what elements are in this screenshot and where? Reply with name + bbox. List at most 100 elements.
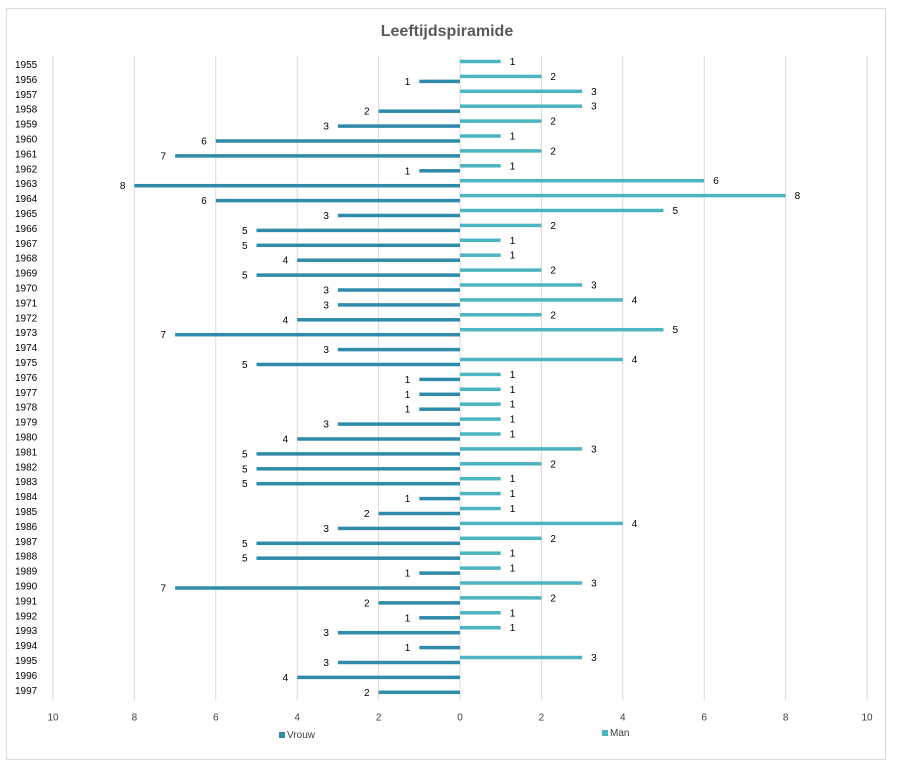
bar-man xyxy=(460,462,542,466)
data-label-vrouw: 1 xyxy=(405,569,411,580)
x-tick-label: 4 xyxy=(620,712,626,723)
bar-man xyxy=(460,89,583,94)
bar-vrouw xyxy=(297,318,460,322)
bar-vrouw xyxy=(297,258,460,262)
data-label-man: 1 xyxy=(510,564,516,575)
y-tick-label: 1988 xyxy=(15,552,38,563)
data-label-man: 1 xyxy=(510,504,516,515)
y-tick-label: 1960 xyxy=(15,135,38,146)
bar-man xyxy=(460,238,501,243)
bar-vrouw xyxy=(215,139,460,143)
bar-man xyxy=(460,625,501,630)
bar-man xyxy=(460,491,501,496)
data-label-man: 2 xyxy=(550,266,556,277)
data-label-vrouw: 5 xyxy=(242,554,248,565)
y-tick-label: 1979 xyxy=(15,418,38,429)
data-label-man: 3 xyxy=(591,579,597,590)
bar-vrouw xyxy=(256,541,460,546)
bar-vrouw xyxy=(337,422,460,426)
x-tick-label: 8 xyxy=(783,712,789,723)
data-label-vrouw: 5 xyxy=(242,479,248,490)
y-tick-label: 1993 xyxy=(15,626,38,637)
data-labels: 1 2 3 6 7 1 8 6 3 5 5 4 5 3 3 4 7 3 5 1 1 1 3 4 5 5 5 1 2 3 5 5 1 7 2 1 3 1 3 4… xyxy=(120,57,801,699)
data-label-man: 1 xyxy=(510,489,516,500)
y-tick-label: 1959 xyxy=(15,120,38,131)
bar-man xyxy=(460,402,501,406)
y-tick-label: 1962 xyxy=(15,164,38,175)
data-label-vrouw: 5 xyxy=(242,226,248,237)
x-tick-label: 8 xyxy=(132,712,138,723)
data-label-vrouw: 5 xyxy=(242,539,248,550)
y-tick-label: 1990 xyxy=(15,582,38,593)
bar-man xyxy=(460,551,501,555)
y-tick-label: 1983 xyxy=(15,477,38,488)
bar-vrouw xyxy=(175,586,460,590)
y-tick-label: 1975 xyxy=(15,358,38,369)
data-label-man: 3 xyxy=(591,653,597,664)
data-label-man: 1 xyxy=(510,474,516,485)
data-label-man: 1 xyxy=(510,608,516,619)
data-label-man: 3 xyxy=(591,87,597,98)
bar-man xyxy=(460,253,501,257)
y-tick-label: 1994 xyxy=(15,641,38,652)
data-label-vrouw: 2 xyxy=(364,509,370,520)
data-label-vrouw: 3 xyxy=(323,420,329,431)
data-label-man: 2 xyxy=(550,534,556,545)
data-label-man: 6 xyxy=(713,176,719,187)
y-tick-label: 1964 xyxy=(15,194,38,205)
bar-vrouw xyxy=(297,437,460,441)
data-label-man: 5 xyxy=(673,325,679,336)
data-label-vrouw: 4 xyxy=(283,435,289,446)
data-label-man: 1 xyxy=(510,415,516,426)
bar-man xyxy=(460,208,664,213)
y-tick-label: 1977 xyxy=(15,388,38,399)
data-label-man: 1 xyxy=(510,385,516,396)
y-tick-label: 1989 xyxy=(15,567,38,578)
y-tick-label: 1969 xyxy=(15,269,38,280)
data-label-man: 1 xyxy=(510,400,516,411)
x-tick-label: 6 xyxy=(701,712,707,723)
data-label-vrouw: 1 xyxy=(405,643,411,654)
data-label-vrouw: 2 xyxy=(364,107,370,118)
data-label-man: 3 xyxy=(591,444,597,455)
data-label-man: 1 xyxy=(510,161,516,172)
data-label-man: 3 xyxy=(591,102,597,113)
y-tick-label: 1978 xyxy=(15,403,38,414)
y-tick-label: 1997 xyxy=(15,686,38,697)
data-label-vrouw: 3 xyxy=(323,300,329,311)
bar-man xyxy=(460,357,623,362)
data-label-man: 2 xyxy=(550,310,556,321)
age-pyramid-chart: Leeftijdspiramide 1236718635545334735111… xyxy=(15,23,873,741)
y-tick-label: 1982 xyxy=(15,462,38,473)
data-label-vrouw: 3 xyxy=(323,628,329,639)
bar-vrouw xyxy=(337,630,460,635)
bar-man xyxy=(460,387,501,392)
data-label-vrouw: 1 xyxy=(405,405,411,416)
x-tick-label: 0 xyxy=(457,712,463,723)
bar-vrouw xyxy=(256,362,460,367)
y-tick-label: 1967 xyxy=(15,239,38,250)
y-tick-label: 1970 xyxy=(15,284,38,295)
data-label-man: 2 xyxy=(550,117,556,128)
bar-man xyxy=(460,298,623,302)
bar-man xyxy=(460,506,501,511)
bar-vrouw xyxy=(378,511,460,516)
bar-man xyxy=(460,104,583,108)
y-tick-label: 1974 xyxy=(15,343,38,354)
legend-label-vrouw: Vrouw xyxy=(287,730,316,741)
y-axis: 1955 1956 1957 1958 1959 1960 1961 1962 1963 1964… xyxy=(15,60,38,697)
data-label-man: 1 xyxy=(510,549,516,560)
bar-man xyxy=(460,59,501,64)
y-tick-label: 1995 xyxy=(15,656,38,667)
data-label-man: 4 xyxy=(632,519,638,530)
y-tick-label: 1966 xyxy=(15,224,38,235)
bar-vrouw xyxy=(419,571,460,575)
y-tick-label: 1981 xyxy=(15,447,38,458)
chart-title: Leeftijdspiramide xyxy=(381,23,514,40)
bar-vrouw xyxy=(256,556,460,560)
data-label-vrouw: 2 xyxy=(364,598,370,609)
bar-vrouw xyxy=(378,690,460,695)
bars xyxy=(134,59,786,695)
x-tick-label: 4 xyxy=(294,712,300,723)
bar-vrouw xyxy=(419,407,460,411)
